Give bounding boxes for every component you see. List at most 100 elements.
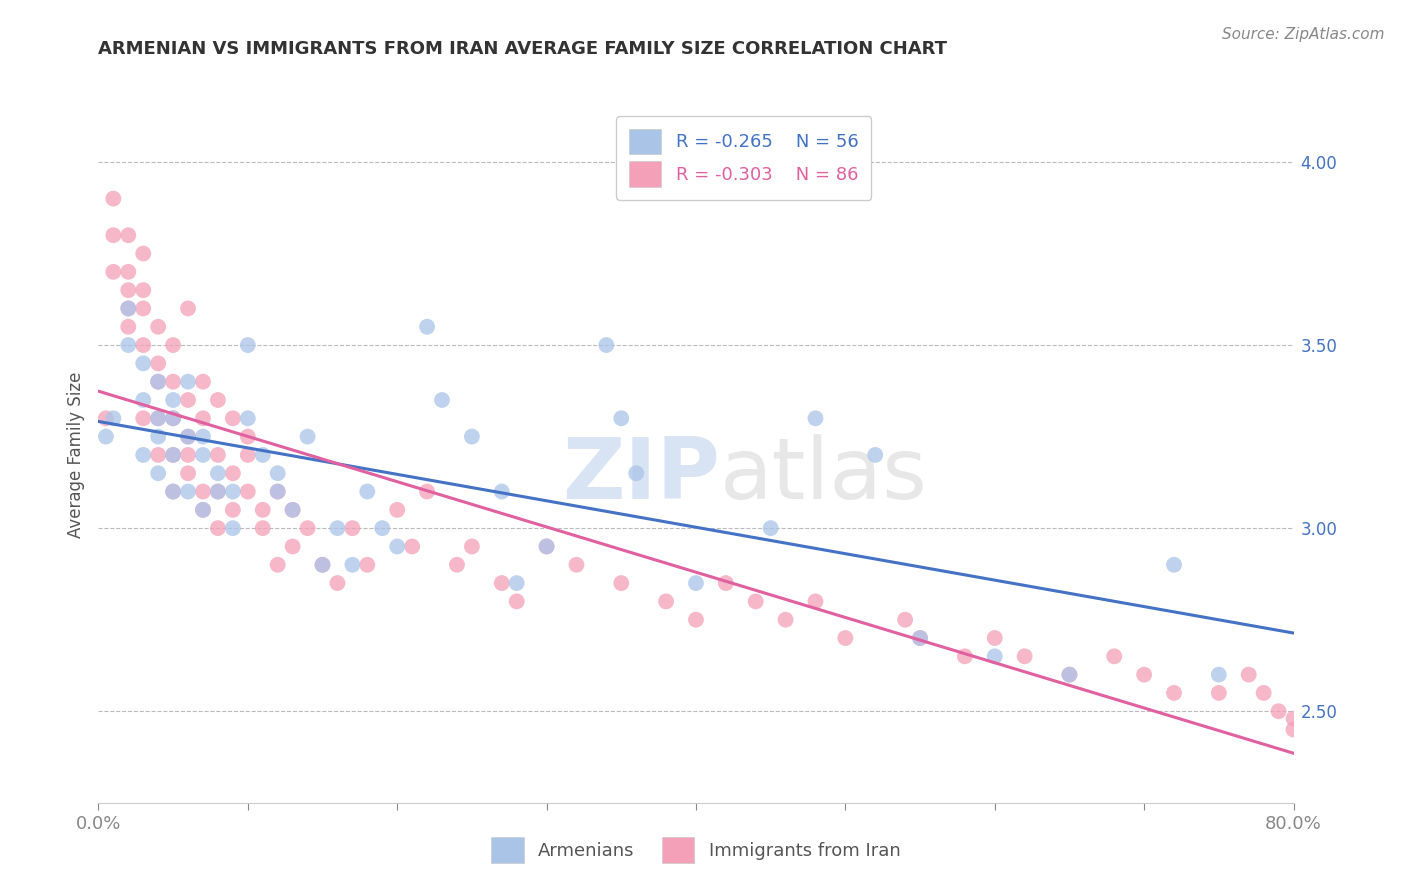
Point bbox=[207, 484, 229, 499]
Point bbox=[908, 631, 931, 645]
Point bbox=[162, 484, 184, 499]
Point bbox=[236, 411, 259, 425]
Point bbox=[326, 576, 349, 591]
Point bbox=[894, 613, 917, 627]
Point bbox=[267, 467, 290, 481]
Point bbox=[297, 521, 319, 535]
Point bbox=[117, 228, 139, 243]
Point bbox=[536, 540, 558, 554]
Point bbox=[236, 448, 259, 462]
Point bbox=[162, 338, 184, 352]
Point bbox=[252, 448, 274, 462]
Point bbox=[117, 319, 139, 334]
Point bbox=[117, 283, 139, 297]
Point bbox=[984, 649, 1007, 664]
Point bbox=[132, 392, 155, 407]
Point bbox=[984, 631, 1007, 645]
Point bbox=[804, 594, 827, 608]
Point bbox=[685, 576, 707, 591]
Point bbox=[148, 356, 170, 370]
Text: atlas: atlas bbox=[720, 434, 928, 517]
Point bbox=[416, 484, 439, 499]
Point bbox=[207, 484, 229, 499]
Point bbox=[222, 521, 245, 535]
Point bbox=[207, 392, 229, 407]
Point bbox=[117, 301, 139, 316]
Point bbox=[401, 540, 423, 554]
Point bbox=[148, 467, 170, 481]
Point bbox=[222, 411, 245, 425]
Point bbox=[191, 503, 214, 517]
Point bbox=[281, 503, 304, 517]
Point bbox=[177, 484, 200, 499]
Point bbox=[191, 375, 214, 389]
Point bbox=[162, 375, 184, 389]
Point bbox=[536, 540, 558, 554]
Point bbox=[148, 319, 170, 334]
Point bbox=[177, 375, 200, 389]
Point bbox=[252, 503, 274, 517]
Point bbox=[236, 484, 259, 499]
Point bbox=[148, 429, 170, 443]
Point bbox=[595, 338, 617, 352]
Point bbox=[207, 448, 229, 462]
Point bbox=[685, 613, 707, 627]
Point bbox=[1208, 667, 1230, 681]
Point bbox=[222, 467, 245, 481]
Point bbox=[148, 411, 170, 425]
Point bbox=[1014, 649, 1036, 664]
Y-axis label: Average Family Size: Average Family Size bbox=[66, 372, 84, 538]
Point bbox=[281, 540, 304, 554]
Point bbox=[385, 540, 409, 554]
Point bbox=[1237, 667, 1260, 681]
Point bbox=[565, 558, 588, 572]
Point bbox=[148, 448, 170, 462]
Point bbox=[385, 503, 409, 517]
Point bbox=[342, 558, 364, 572]
Point bbox=[491, 484, 513, 499]
Point bbox=[714, 576, 737, 591]
Point bbox=[94, 429, 117, 443]
Point bbox=[252, 521, 274, 535]
Point bbox=[162, 411, 184, 425]
Point bbox=[103, 192, 125, 206]
Point bbox=[236, 429, 259, 443]
Point bbox=[281, 503, 304, 517]
Point bbox=[191, 411, 214, 425]
Point bbox=[177, 429, 200, 443]
Point bbox=[610, 411, 633, 425]
Point bbox=[94, 411, 117, 425]
Point bbox=[1059, 667, 1081, 681]
Text: Source: ZipAtlas.com: Source: ZipAtlas.com bbox=[1222, 27, 1385, 42]
Point bbox=[430, 392, 453, 407]
Point bbox=[162, 448, 184, 462]
Point bbox=[655, 594, 678, 608]
Point bbox=[162, 392, 184, 407]
Point bbox=[191, 429, 214, 443]
Point bbox=[207, 467, 229, 481]
Point bbox=[117, 265, 139, 279]
Point bbox=[132, 356, 155, 370]
Point bbox=[132, 338, 155, 352]
Point bbox=[117, 338, 139, 352]
Text: ARMENIAN VS IMMIGRANTS FROM IRAN AVERAGE FAMILY SIZE CORRELATION CHART: ARMENIAN VS IMMIGRANTS FROM IRAN AVERAGE… bbox=[98, 40, 948, 58]
Point bbox=[461, 540, 484, 554]
Point bbox=[103, 411, 125, 425]
Point bbox=[1133, 667, 1156, 681]
Point bbox=[117, 301, 139, 316]
Point bbox=[865, 448, 887, 462]
Point bbox=[267, 558, 290, 572]
Point bbox=[356, 558, 378, 572]
Point bbox=[222, 484, 245, 499]
Point bbox=[745, 594, 768, 608]
Point bbox=[132, 283, 155, 297]
Point bbox=[610, 576, 633, 591]
Point bbox=[177, 301, 200, 316]
Point bbox=[1104, 649, 1126, 664]
Point bbox=[953, 649, 976, 664]
Point bbox=[311, 558, 333, 572]
Point bbox=[132, 246, 155, 260]
Point bbox=[311, 558, 333, 572]
Point bbox=[1282, 712, 1305, 726]
Point bbox=[356, 484, 378, 499]
